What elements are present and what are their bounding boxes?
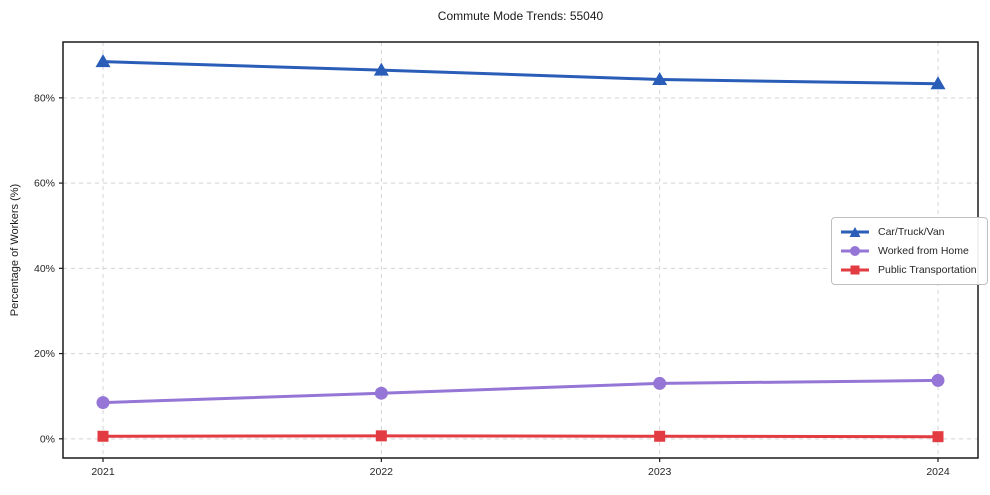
- data-point-marker: [930, 76, 946, 90]
- data-point-marker: [96, 396, 110, 410]
- y-tick-label: 60%: [34, 178, 55, 190]
- legend-triangle-marker-icon: [841, 227, 869, 237]
- data-point-marker: [97, 430, 109, 442]
- legend-label: Worked from Home: [878, 245, 969, 257]
- y-tick-label: 40%: [34, 263, 55, 275]
- legend-item: Car/Truck/Van: [840, 225, 977, 239]
- y-tick-label: 0%: [40, 433, 55, 445]
- data-point-marker: [95, 54, 111, 68]
- legend-circle-marker-icon: [841, 246, 869, 256]
- series-line-public-transportation: [101, 434, 940, 439]
- legend-label: Car/Truck/Van: [878, 226, 945, 238]
- x-tick-label: 2021: [91, 466, 115, 478]
- series-line-worked-from-home: [101, 378, 940, 405]
- y-tick-label: 20%: [34, 348, 55, 360]
- legend: Car/Truck/Van Worked from Home Public Tr…: [831, 217, 988, 285]
- data-point-marker: [375, 430, 387, 442]
- y-axis-label: Percentage of Workers (%): [9, 183, 21, 317]
- data-point-marker: [373, 62, 389, 76]
- chart-title: Commute Mode Trends: 55040: [437, 9, 604, 23]
- data-point-marker: [374, 386, 388, 400]
- legend-item: Worked from Home: [840, 244, 977, 258]
- data-point-marker: [932, 431, 944, 443]
- data-point-marker: [654, 430, 666, 442]
- data-point-marker: [652, 72, 668, 86]
- x-tick-label: 2022: [370, 466, 394, 478]
- x-tick-label: 2023: [648, 466, 672, 478]
- legend-square-marker-icon: [841, 265, 869, 275]
- data-point-marker: [653, 376, 667, 390]
- data-point-marker: [931, 373, 945, 387]
- legend-item: Public Transportation: [840, 263, 977, 277]
- series-line-car-truck-van: [101, 60, 940, 86]
- y-tick-label: 80%: [34, 92, 55, 104]
- legend-label: Public Transportation: [878, 264, 977, 276]
- x-tick-label: 2024: [926, 466, 950, 478]
